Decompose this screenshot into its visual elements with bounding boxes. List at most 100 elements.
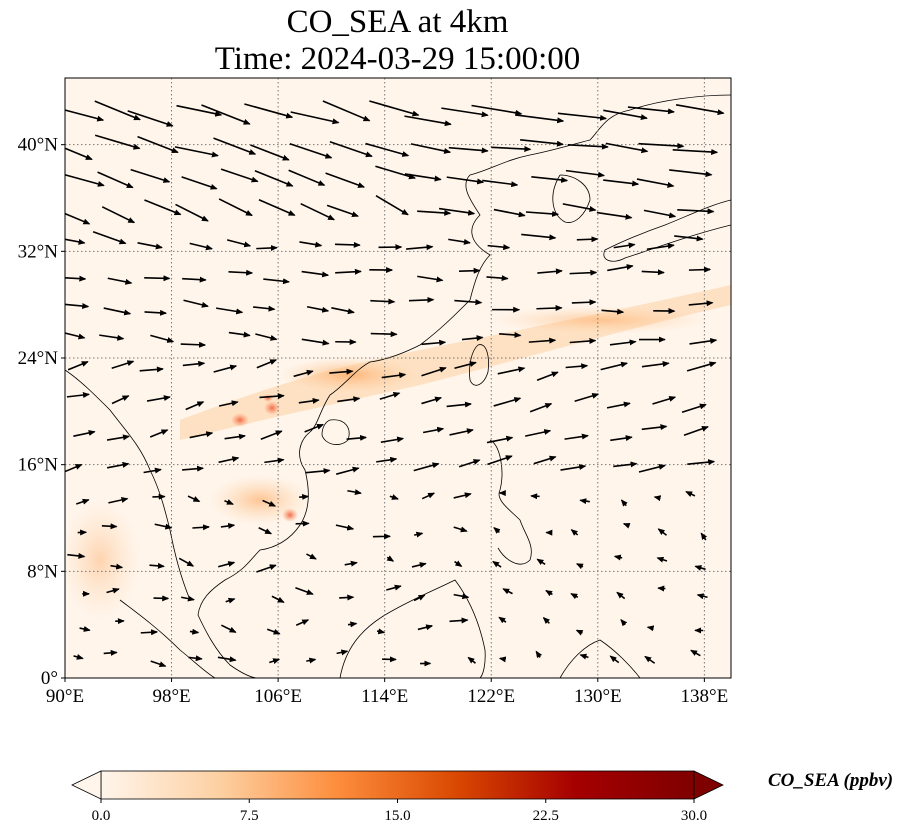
lon-tick-label: 114°E	[361, 686, 408, 707]
wind-arrow	[609, 339, 637, 346]
wind-arrow	[188, 655, 203, 662]
wind-arrow	[454, 361, 477, 370]
colorbar-tick-label: 15.0	[384, 808, 410, 824]
wind-arrow	[410, 143, 452, 154]
wind-arrow	[99, 334, 125, 341]
wind-arrow	[458, 459, 481, 468]
wind-arrow	[641, 424, 668, 431]
wind-arrow	[336, 649, 349, 656]
wind-arrow	[471, 104, 523, 116]
wind-arrow	[536, 558, 546, 566]
wind-arrow	[574, 393, 600, 402]
wind-arrow	[97, 171, 134, 189]
wind-arrow	[579, 498, 590, 505]
wind-arrow	[290, 111, 340, 125]
wind-arrow	[657, 585, 666, 592]
wind-arrow	[491, 145, 532, 152]
wind-arrow	[347, 621, 358, 628]
wind-arrow	[449, 428, 474, 436]
wind-arrow	[65, 275, 87, 282]
wind-arrow	[295, 587, 314, 595]
wind-arrow	[389, 494, 399, 500]
wind-arrow	[689, 337, 718, 345]
wind-arrow	[380, 436, 405, 443]
wind-arrow	[146, 395, 171, 402]
wind-arrow	[66, 392, 90, 399]
wind-arrow	[533, 455, 557, 465]
wind-arrow	[646, 625, 655, 632]
wind-arrow	[137, 242, 163, 250]
wind-arrow	[562, 203, 597, 212]
wind-arrow	[329, 368, 354, 375]
wind-arrow	[108, 496, 129, 504]
wind-arrow	[606, 401, 631, 409]
wind-arrow	[106, 434, 130, 441]
wind-arrow	[421, 366, 447, 377]
wind-arrow	[92, 230, 127, 245]
wind-arrow	[643, 209, 677, 219]
coastline-indochina	[197, 431, 311, 678]
coastline-china	[309, 94, 731, 433]
wind-arrow	[446, 176, 485, 185]
wind-arrow	[453, 492, 472, 499]
wind-arrow	[560, 464, 587, 471]
co-hotspot	[263, 394, 273, 402]
wind-arrow	[486, 275, 509, 282]
wind-arrow	[622, 522, 631, 529]
wind-arrow	[499, 331, 522, 338]
lon-tick-label: 138°E	[681, 686, 729, 707]
wind-arrow	[571, 299, 597, 306]
wind-arrow	[269, 658, 281, 665]
lon-tick-label: 130°E	[574, 686, 622, 707]
lon-tick-label: 98°E	[152, 686, 190, 707]
wind-arrow	[103, 307, 132, 316]
wind-arrow	[101, 206, 136, 224]
wind-arrow	[404, 115, 452, 127]
wind-arrow	[256, 244, 278, 251]
wind-arrow	[493, 208, 526, 218]
wind-arrow	[215, 307, 244, 315]
wind-arrow	[644, 655, 656, 664]
wind-arrow	[127, 110, 174, 127]
colorbar-extend-min	[71, 770, 102, 800]
lon-tick-label: 122°E	[467, 686, 515, 707]
wind-arrow	[130, 168, 171, 183]
wind-arrow	[110, 563, 124, 570]
co-hotspot	[264, 401, 280, 415]
wind-arrow	[65, 332, 86, 340]
wind-arrow	[690, 649, 701, 657]
wind-arrow	[613, 554, 623, 561]
wind-arrow	[67, 552, 86, 559]
wind-arrow	[111, 395, 130, 405]
wind-arrow	[306, 305, 330, 313]
wind-arrow	[176, 104, 223, 117]
coastline-borneo	[339, 579, 486, 678]
wind-arrow	[576, 236, 599, 243]
wind-arrow	[607, 264, 634, 272]
wind-arrow	[528, 337, 557, 344]
wind-arrow	[300, 202, 336, 221]
wind-arrow	[536, 305, 563, 312]
wind-arrow	[271, 595, 285, 603]
wind-arrow	[596, 211, 633, 220]
wind-arrow	[259, 393, 285, 400]
wind-arrow	[413, 462, 440, 472]
coastline-philippines	[489, 439, 532, 565]
wind-arrow	[605, 142, 649, 154]
map-frame	[64, 77, 732, 679]
wind-arrow	[298, 397, 320, 404]
co-hotspot	[282, 508, 298, 522]
wind-arrow	[370, 298, 396, 305]
wind-arrow	[638, 463, 666, 473]
wind-arrow	[253, 305, 276, 312]
wind-arrow	[376, 628, 386, 635]
wind-arrow	[335, 524, 355, 531]
wind-arrow	[144, 199, 182, 216]
wind-arrow	[150, 334, 175, 343]
wind-arrow	[406, 244, 434, 251]
wind-arrow	[228, 331, 251, 338]
map-title: CO_SEA at 4km	[286, 4, 509, 40]
wind-arrow	[326, 204, 359, 218]
wind-arrow	[192, 524, 210, 531]
wind-arrow	[677, 208, 715, 215]
